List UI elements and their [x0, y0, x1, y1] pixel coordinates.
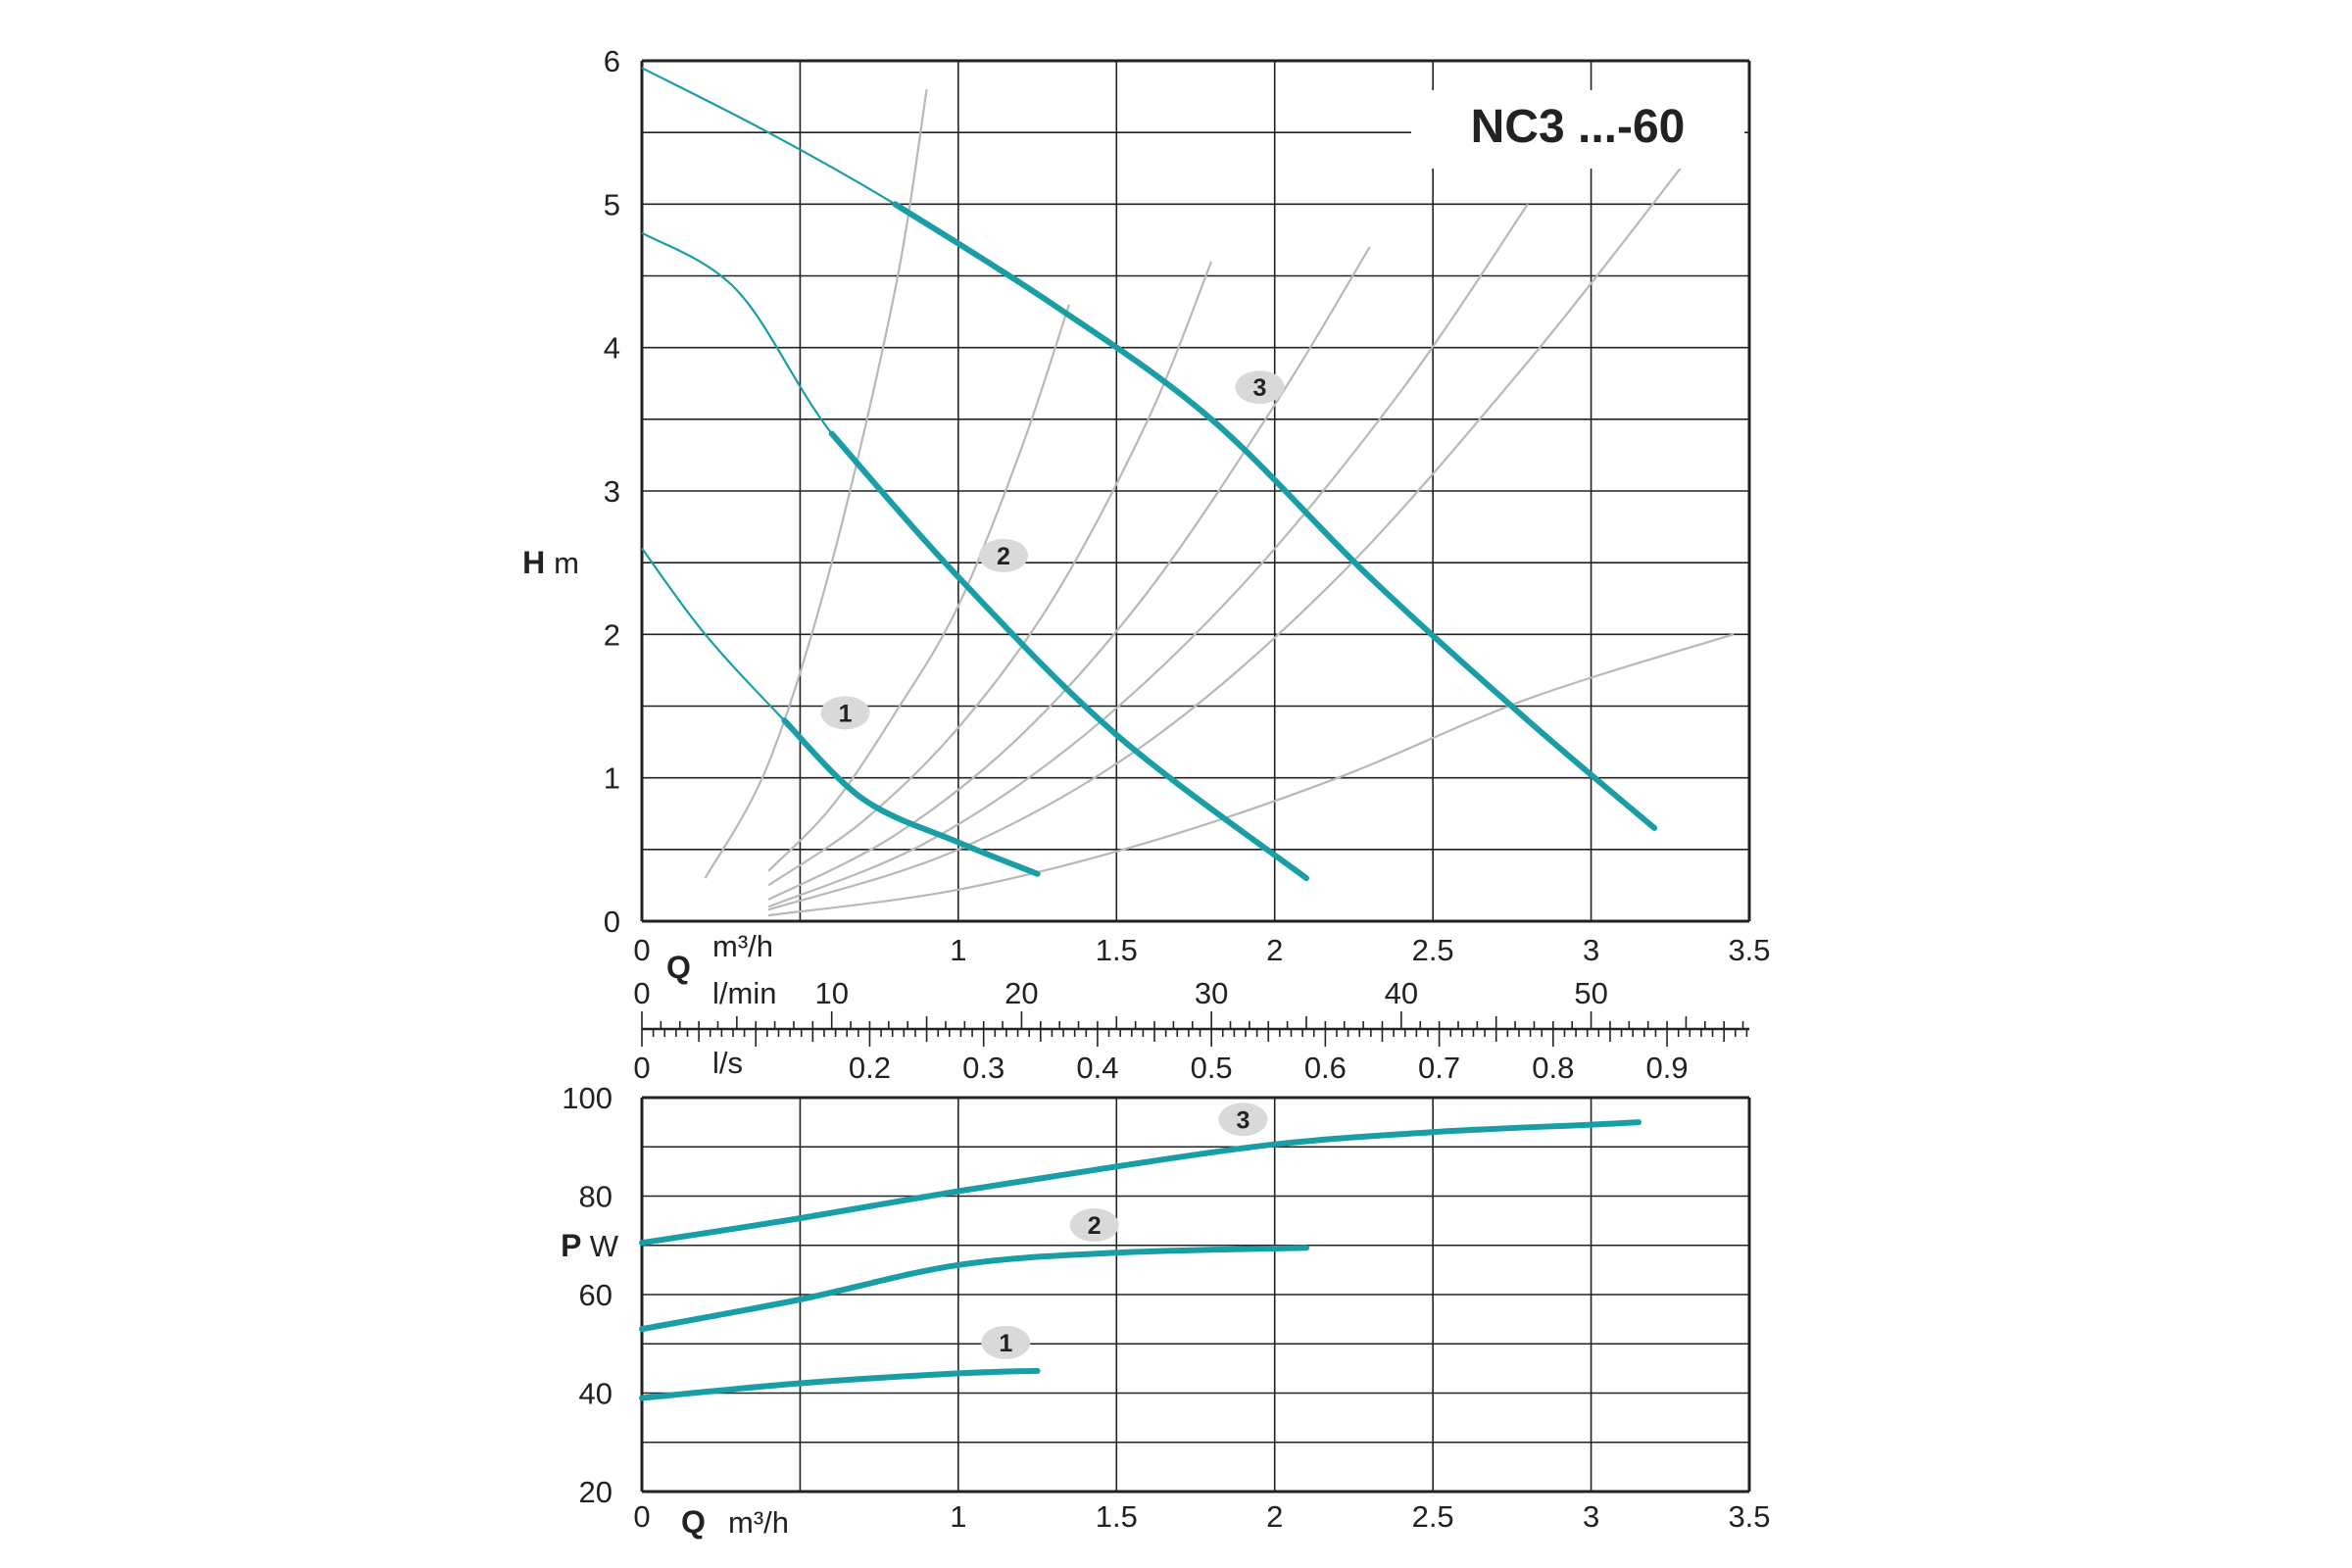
ls-tick-label: 0.8: [1532, 1051, 1574, 1085]
axis-labels: 00111.51.5222.52.5333.53.501234562040608…: [522, 44, 1770, 1540]
head-series-group: 1 2 3: [641, 67, 1658, 882]
power-series-group: 1 2 3: [639, 1102, 1642, 1401]
power-y-tick-label: 20: [579, 1475, 612, 1509]
ls-tick-label: 0.9: [1646, 1051, 1689, 1085]
power-curve-badge-2: 2: [1069, 1208, 1119, 1243]
head-curve-badge-1: 1: [820, 696, 870, 730]
ls-tick-label: 0.3: [962, 1051, 1004, 1085]
power-axis-label: P W: [561, 1228, 619, 1263]
head-y-tick-label: 0: [604, 905, 620, 939]
lmin-tick-label: 40: [1385, 976, 1418, 1010]
head-y-tick-label: 5: [604, 187, 620, 221]
power-curve-badge-1: 1: [981, 1325, 1031, 1359]
head-x-tick-label: 1.5: [1096, 933, 1138, 967]
head-curve-badge-2: 2: [979, 538, 1028, 572]
head-y-tick-label: 2: [604, 617, 620, 652]
lmin-tick-label: 30: [1195, 976, 1228, 1010]
head-axis-letter: H: [522, 545, 554, 580]
system-curve: [767, 261, 1213, 887]
head-y-tick-label: 6: [604, 44, 620, 78]
power-curve-badge-1-label: 1: [999, 1330, 1012, 1357]
head-x-tick-label: 2: [1266, 933, 1283, 967]
head-x-tick-label: 3.5: [1728, 933, 1770, 967]
head-curve-3: [892, 201, 1658, 831]
power-curve-badge-3-label: 3: [1236, 1106, 1250, 1134]
system-curve: [704, 89, 928, 879]
ls-tick-label: 0: [633, 1051, 650, 1085]
head-y-tick-label: 1: [604, 761, 620, 796]
lmin-axis-label: l/min: [712, 976, 776, 1010]
head-axis-label: H m: [522, 545, 579, 580]
power-y-tick-label: 40: [579, 1377, 612, 1411]
head-curve-2-thin: [641, 231, 1307, 879]
head-curve-badge-3-shape: [1235, 370, 1285, 405]
chart-title-box: NC3 ...-60: [1411, 90, 1744, 169]
power-curve-badge-2-shape: [1069, 1208, 1119, 1243]
power-y-tick-label: 80: [579, 1180, 612, 1214]
power-axis-letter: P: [561, 1228, 590, 1263]
power-x-tick-label: 2: [1266, 1499, 1283, 1534]
head-x-tick-label: 2.5: [1412, 933, 1454, 967]
power-x-tick-label: 1: [950, 1499, 966, 1534]
power-x-tick-label: 2.5: [1412, 1499, 1454, 1534]
head-curve-badge-1-label: 1: [839, 700, 853, 727]
system-curve: [767, 633, 1735, 917]
lmin-tick-label: 50: [1574, 976, 1607, 1010]
head-curve-2: [828, 430, 1309, 882]
system-curve: [767, 160, 1688, 911]
power-y-tick-label: 60: [579, 1278, 612, 1312]
head-x-tick-label: 0: [633, 933, 650, 967]
head-curve-badge-3-label: 3: [1253, 374, 1267, 402]
ls-tick-label: 0.5: [1191, 1051, 1233, 1085]
ls-tick-label: 0.7: [1418, 1051, 1460, 1085]
head-curve-badge-3: 3: [1235, 370, 1285, 405]
head-y-tick-label: 4: [604, 331, 620, 366]
power-curve-badge-1-shape: [981, 1325, 1031, 1359]
power-y-tick-label: 100: [562, 1081, 612, 1115]
head-curve-badge-2-shape: [979, 538, 1028, 572]
head-chart-grid: [640, 59, 1751, 923]
head-y-tick-label: 3: [604, 474, 620, 509]
power-x-tick-label: 0: [633, 1499, 650, 1534]
flow-scale-strip: 0 10 20 30 40 50 l/min 0 0.2 0.3 0.4 0.5 0.6 0.7 0.8 0.…: [633, 976, 1749, 1085]
head-curve-badge-1-shape: [820, 696, 870, 730]
system-curve: [767, 246, 1371, 901]
ls-axis-label: l/s: [712, 1046, 743, 1080]
power-curve-1: [639, 1367, 1041, 1401]
power-curve-badge-2-label: 2: [1088, 1212, 1102, 1240]
head-flow-axis-unit: m³/h: [712, 929, 773, 963]
power-axis-unit: W: [590, 1229, 619, 1263]
power-x-tick-label: 3: [1583, 1499, 1599, 1534]
power-curve-badge-3: 3: [1218, 1102, 1268, 1137]
power-flow-axis-letter: Q: [681, 1504, 706, 1540]
lmin-tick-label: 20: [1004, 976, 1038, 1010]
power-curve-3: [639, 1119, 1642, 1247]
lmin-tick-label: 10: [814, 976, 848, 1010]
ls-tick-label: 0.6: [1304, 1051, 1347, 1085]
head-x-tick-label: 3: [1583, 933, 1599, 967]
head-curve-1: [781, 717, 1041, 877]
power-curve-2: [639, 1245, 1309, 1333]
head-x-tick-label: 1: [950, 933, 966, 967]
power-flow-axis-unit: m³/h: [728, 1505, 789, 1540]
head-curve-badge-2-label: 2: [997, 543, 1010, 570]
power-x-tick-label: 1.5: [1096, 1499, 1138, 1534]
head-axis-unit: m: [554, 546, 579, 580]
power-x-tick-label: 3.5: [1728, 1499, 1770, 1534]
lmin-tick-label: 0: [633, 976, 650, 1010]
system-curves: [704, 89, 1735, 917]
ls-tick-label: 0.2: [849, 1051, 891, 1085]
ls-tick-label: 0.4: [1076, 1051, 1118, 1085]
head-flow-axis-letter: Q: [666, 950, 691, 985]
system-curve: [767, 203, 1529, 908]
system-curve: [767, 304, 1070, 872]
chart-title: NC3 ...-60: [1471, 101, 1686, 153]
power-curve-badge-3-shape: [1218, 1102, 1268, 1137]
head-curve-3-thin: [641, 67, 1655, 829]
power-chart-grid: [640, 1096, 1751, 1494]
